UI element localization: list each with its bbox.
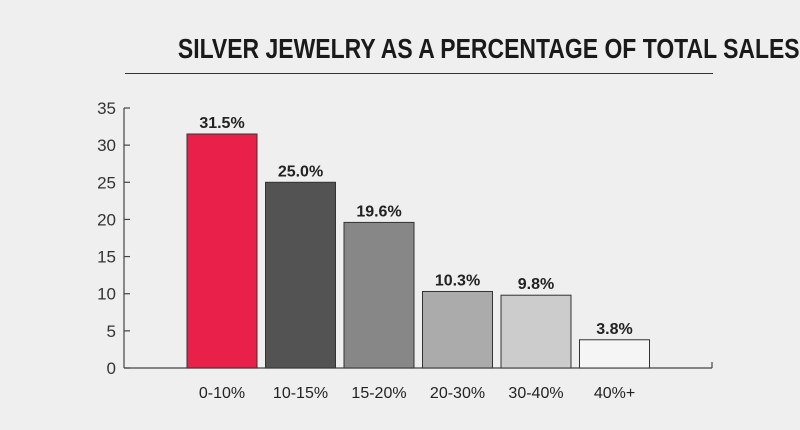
bar-20-30% — [422, 290, 493, 369]
labels: 31.5% 0-10% 25.0% 10-15% 19.6% 15-20% 10.3% 20-… — [199, 115, 635, 402]
bar-30-40% — [500, 294, 572, 369]
data-label-40%+: 3.8% — [596, 321, 632, 338]
y-tick-label-30: 30 — [97, 136, 116, 155]
bar-10-15% — [265, 181, 336, 369]
bar-40%+ — [579, 339, 650, 369]
title-rule — [125, 73, 713, 74]
bar-0-10% — [186, 133, 258, 369]
y-tick-label-20: 20 — [97, 210, 116, 229]
y-tick-label-35: 35 — [97, 99, 116, 118]
y-tick-label-25: 25 — [97, 173, 116, 192]
category-label-20-30%: 20-30% — [430, 385, 485, 402]
data-label-0-10%: 31.5% — [199, 115, 244, 132]
y-tick-label-0: 0 — [107, 359, 116, 378]
category-label-10-15%: 10-15% — [273, 385, 328, 402]
bar-15-20% — [343, 221, 415, 369]
category-label-40%+: 40%+ — [594, 385, 635, 402]
data-label-30-40%: 9.8% — [518, 276, 554, 293]
bars — [186, 133, 650, 369]
y-tick-label-15: 15 — [97, 248, 116, 267]
data-label-10-15%: 25.0% — [278, 163, 323, 180]
data-label-15-20%: 19.6% — [356, 203, 401, 220]
data-label-20-30%: 10.3% — [435, 272, 480, 289]
y-tick-label-5: 5 — [107, 322, 116, 341]
category-label-30-40%: 30-40% — [508, 385, 563, 402]
y-tick-label-10: 10 — [97, 285, 116, 304]
category-label-0-10%: 0-10% — [199, 385, 245, 402]
category-label-15-20%: 15-20% — [351, 385, 406, 402]
